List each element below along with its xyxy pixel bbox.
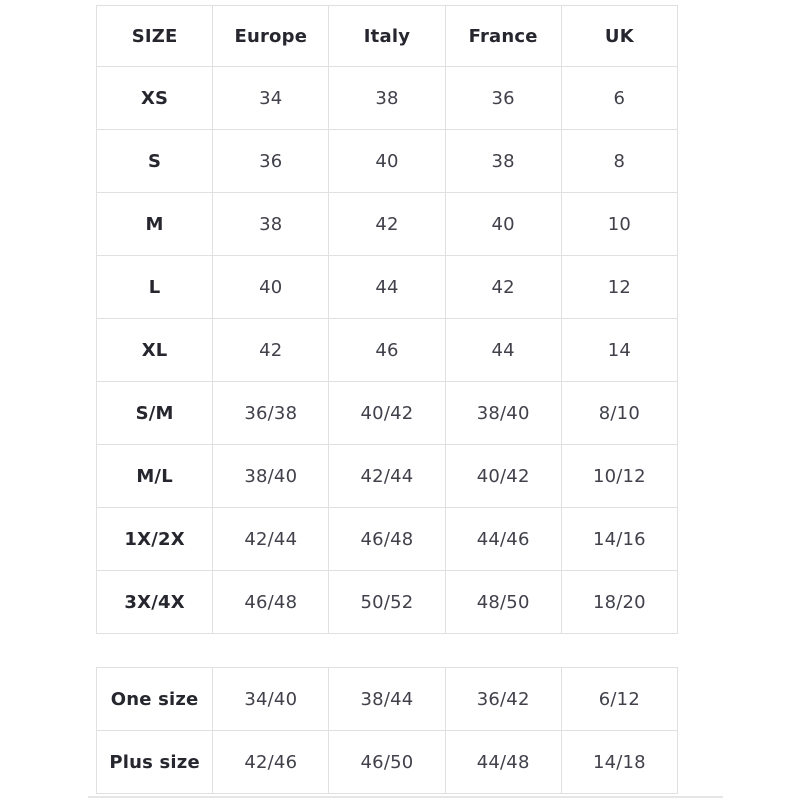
column-header-europe: Europe <box>212 5 330 67</box>
france-value: 36/42 <box>444 667 562 731</box>
uk-value: 10/12 <box>560 444 679 508</box>
europe-value: 36/38 <box>212 381 330 445</box>
france-value: 44/48 <box>444 730 562 794</box>
column-header-france: France <box>444 5 562 67</box>
row-label: L <box>95 255 214 319</box>
table-row: 3X/4X 46/48 50/52 48/50 18/20 <box>95 570 679 634</box>
italy-value: 38 <box>328 66 446 130</box>
size-table-header: SIZE Europe Italy France UK <box>95 5 679 67</box>
table-row: L 40 44 42 12 <box>95 255 679 319</box>
italy-value: 50/52 <box>328 570 446 634</box>
europe-value: 38/40 <box>212 444 330 508</box>
france-value: 36 <box>444 66 562 130</box>
france-value: 48/50 <box>444 570 562 634</box>
table-row: M 38 42 40 10 <box>95 192 679 256</box>
uk-value: 12 <box>560 255 679 319</box>
row-label: S <box>95 129 214 193</box>
italy-value: 42/44 <box>328 444 446 508</box>
europe-value: 38 <box>212 192 330 256</box>
row-label: XL <box>95 318 214 382</box>
europe-value: 46/48 <box>212 570 330 634</box>
bottom-divider <box>88 796 723 798</box>
uk-value: 10 <box>560 192 679 256</box>
italy-value: 38/44 <box>328 667 446 731</box>
row-label: M <box>95 192 214 256</box>
row-label: One size <box>95 667 214 731</box>
uk-value: 14 <box>560 318 679 382</box>
table-row: 1X/2X 42/44 46/48 44/46 14/16 <box>95 507 679 571</box>
column-header-italy: Italy <box>328 5 446 67</box>
italy-value: 40 <box>328 129 446 193</box>
row-label: Plus size <box>95 730 214 794</box>
europe-value: 40 <box>212 255 330 319</box>
france-value: 42 <box>444 255 562 319</box>
column-header-size: SIZE <box>95 5 214 67</box>
europe-value: 42/46 <box>212 730 330 794</box>
table-row: XL 42 46 44 14 <box>95 318 679 382</box>
table-row: M/L 38/40 42/44 40/42 10/12 <box>95 444 679 508</box>
france-value: 38/40 <box>444 381 562 445</box>
uk-value: 8 <box>560 129 679 193</box>
table-row: Plus size 42/46 46/50 44/48 14/18 <box>95 730 679 794</box>
europe-value: 36 <box>212 129 330 193</box>
row-label: 1X/2X <box>95 507 214 571</box>
table-row: One size 34/40 38/44 36/42 6/12 <box>95 667 679 731</box>
size-conversion-table: SIZE Europe Italy France UK XS 34 38 36 … <box>95 5 679 634</box>
uk-value: 6/12 <box>560 667 679 731</box>
italy-value: 46/48 <box>328 507 446 571</box>
uk-value: 8/10 <box>560 381 679 445</box>
france-value: 44/46 <box>444 507 562 571</box>
italy-value: 46 <box>328 318 446 382</box>
header-row: SIZE Europe Italy France UK <box>95 5 679 67</box>
europe-value: 42 <box>212 318 330 382</box>
special-size-table: One size 34/40 38/44 36/42 6/12 Plus siz… <box>95 667 679 794</box>
italy-value: 44 <box>328 255 446 319</box>
table-row: XS 34 38 36 6 <box>95 66 679 130</box>
france-value: 44 <box>444 318 562 382</box>
italy-value: 46/50 <box>328 730 446 794</box>
france-value: 40/42 <box>444 444 562 508</box>
france-value: 38 <box>444 129 562 193</box>
europe-value: 34/40 <box>212 667 330 731</box>
table-row: S 36 40 38 8 <box>95 129 679 193</box>
row-label: XS <box>95 66 214 130</box>
table-row: S/M 36/38 40/42 38/40 8/10 <box>95 381 679 445</box>
europe-value: 34 <box>212 66 330 130</box>
italy-value: 42 <box>328 192 446 256</box>
column-header-uk: UK <box>560 5 679 67</box>
uk-value: 14/16 <box>560 507 679 571</box>
europe-value: 42/44 <box>212 507 330 571</box>
row-label: M/L <box>95 444 214 508</box>
uk-value: 18/20 <box>560 570 679 634</box>
row-label: S/M <box>95 381 214 445</box>
uk-value: 6 <box>560 66 679 130</box>
row-label: 3X/4X <box>95 570 214 634</box>
france-value: 40 <box>444 192 562 256</box>
uk-value: 14/18 <box>560 730 679 794</box>
italy-value: 40/42 <box>328 381 446 445</box>
